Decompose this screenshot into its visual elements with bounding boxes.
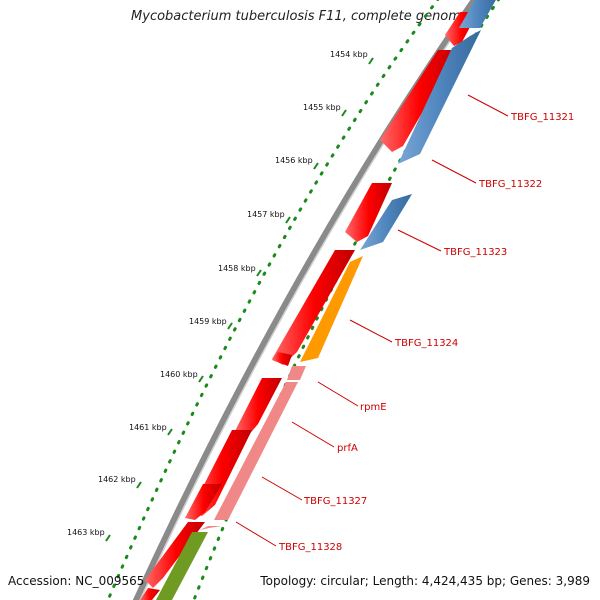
- ruler-tick-mark: [313, 162, 319, 170]
- leader-line: [261, 476, 303, 501]
- ruler-tick-label: 1461 kbp: [129, 423, 167, 432]
- ruler-tick-mark: [105, 534, 111, 542]
- accession-text: Accession: NC_009565: [8, 574, 145, 588]
- gene-segment-orange[interactable]: [300, 256, 363, 362]
- ruler-tick-mark: [341, 109, 347, 117]
- gene-label[interactable]: TBFG_11323: [443, 247, 507, 258]
- forward-strand-genes: [140, 12, 478, 600]
- gene-segment-pink[interactable]: [200, 526, 222, 530]
- ruler-tick-label: 1455 kbp: [303, 103, 341, 112]
- gene-segment-pink[interactable]: [287, 366, 306, 380]
- gene-segment-forward[interactable]: [185, 484, 222, 520]
- ruler-tick-mark: [198, 375, 204, 383]
- leader-line: [349, 319, 393, 343]
- ruler-tick-mark: [285, 216, 291, 224]
- reverse-strand-genes: [156, 0, 497, 600]
- leader-line: [317, 381, 359, 407]
- gene-label[interactable]: TBFG_11324: [394, 338, 458, 349]
- ruler-tick-mark: [136, 481, 142, 489]
- gene-segment-olive[interactable]: [156, 532, 208, 600]
- ruler-tick-label: 1454 kbp: [330, 50, 368, 59]
- gene-leader-lines: [235, 94, 509, 547]
- ruler-dots-outer: [106, 0, 440, 600]
- gene-segment-forward[interactable]: [272, 250, 355, 365]
- leader-line: [431, 159, 477, 184]
- ruler-tick-label: 1457 kbp: [247, 210, 285, 219]
- gene-segment-pink[interactable]: [214, 382, 298, 520]
- gene-segment-blue[interactable]: [398, 30, 481, 164]
- gene-segment-forward[interactable]: [380, 50, 458, 152]
- gene-segment-forward[interactable]: [234, 378, 282, 437]
- ruler-tick-label: 1459 kbp: [189, 317, 227, 326]
- leader-line: [235, 521, 277, 547]
- ruler-tick-label: 1460 kbp: [160, 370, 198, 379]
- ruler-tick-mark: [256, 269, 262, 277]
- gene-segment-forward[interactable]: [140, 588, 160, 600]
- gene-label[interactable]: rpmE: [360, 402, 387, 413]
- gene-label[interactable]: prfA: [337, 443, 358, 454]
- ruler-tick-mark: [368, 57, 374, 65]
- genome-summary-text: Topology: circular; Length: 4,424,435 bp…: [260, 574, 590, 588]
- leader-line: [397, 229, 442, 252]
- gene-segment-forward[interactable]: [345, 183, 392, 242]
- ruler-tick-label: 1458 kbp: [218, 264, 256, 273]
- ruler-tick-label: 1462 kbp: [98, 475, 136, 484]
- ruler-tick-mark: [227, 322, 233, 330]
- gene-segment-forward[interactable]: [272, 352, 292, 366]
- ruler-tick-label: 1456 kbp: [275, 156, 313, 165]
- gene-label[interactable]: TBFG_11327: [303, 496, 367, 507]
- leader-line: [467, 94, 509, 117]
- map-title: Mycobacterium tuberculosis F11, complete…: [131, 9, 469, 24]
- ruler-tick-mark: [167, 428, 173, 436]
- ruler-ticks: 1454 kbp 1455 kbp 1456 kbp 1457 kbp 1458 kbp…: [67, 50, 374, 542]
- gene-label[interactable]: TBFG_11322: [478, 179, 542, 190]
- gene-segment-blue[interactable]: [360, 194, 412, 250]
- ruler-dots-inner: [192, 0, 501, 600]
- gene-label[interactable]: TBFG_11328: [278, 542, 342, 553]
- gene-labels: TBFG_11321 TBFG_11322 TBFG_11323 TBFG_11324…: [278, 112, 574, 553]
- gene-label[interactable]: TBFG_11321: [510, 112, 574, 123]
- ruler-tick-label: 1463 kbp: [67, 528, 105, 537]
- leader-line: [291, 421, 335, 448]
- gene-segment-blue[interactable]: [459, 0, 497, 28]
